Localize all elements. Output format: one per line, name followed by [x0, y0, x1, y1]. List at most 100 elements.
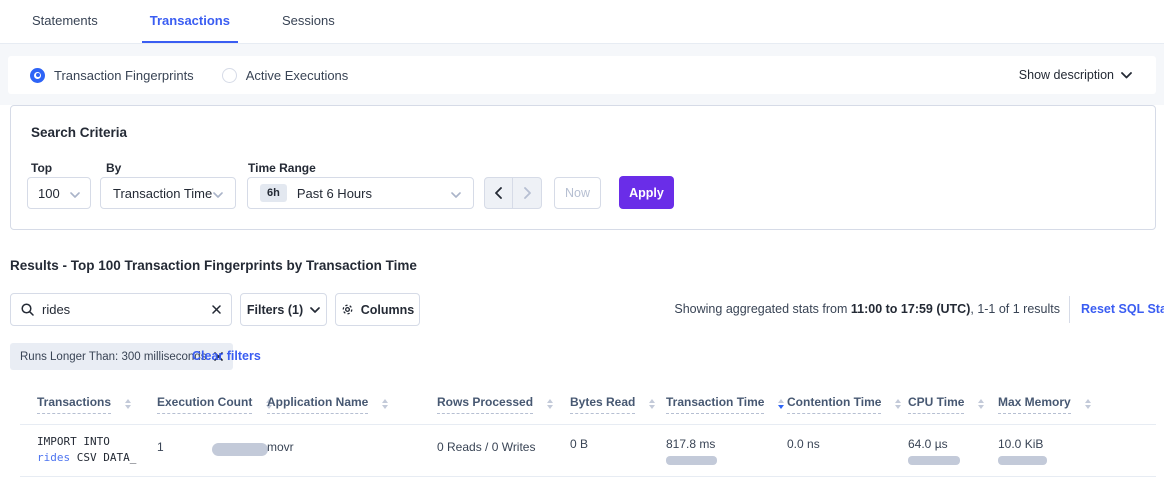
filters-button[interactable]: Filters (1) — [240, 293, 327, 326]
chevron-down-icon — [451, 186, 461, 201]
by-select[interactable]: Transaction Time — [100, 177, 236, 209]
sort-icon[interactable] — [649, 399, 656, 409]
radio-selected-icon — [30, 67, 45, 83]
contention-time-cell: 0.0 ns — [770, 425, 891, 476]
column-label[interactable]: Bytes Read — [570, 395, 636, 414]
column-header-bytes-read: Bytes Read — [553, 385, 656, 424]
bytes-read-cell: 0 B — [553, 425, 649, 476]
column-header-execution-count: Execution Count — [140, 385, 273, 424]
filter-chip-label: Runs Longer Than: 300 milliseconds — [20, 350, 207, 363]
cpu-time-cell: 64.0 µs — [891, 425, 981, 476]
bytes-read-value: 0 B — [570, 437, 589, 451]
cpu-time-bar — [908, 456, 960, 465]
aggregated-stats-text: Showing aggregated stats from 11:00 to 1… — [674, 302, 1060, 316]
rows-processed-value: 0 Reads / 0 Writes — [437, 440, 536, 454]
view-toggle-band: Transaction Fingerprints Active Executio… — [0, 44, 1164, 105]
column-header-rows-processed: Rows Processed — [420, 385, 554, 424]
remove-filter-icon[interactable] — [214, 352, 224, 361]
sort-icon[interactable] — [895, 399, 902, 409]
gear-icon — [342, 304, 353, 315]
clear-search-icon[interactable] — [212, 305, 221, 314]
execution-count-bar — [212, 443, 268, 456]
time-range-select[interactable]: 6h Past 6 Hours — [247, 177, 474, 209]
max-memory-cell: 10.0 KiB — [981, 425, 1136, 476]
stats-time-range: 11:00 to 17:59 (UTC) — [850, 302, 971, 316]
column-label[interactable]: CPU Time — [908, 395, 965, 414]
tab-statements[interactable]: Statements — [32, 13, 98, 28]
chevron-down-icon — [1121, 71, 1132, 78]
transaction-fingerprint-link[interactable]: IMPORT INTO rides CSV DATA_ — [20, 425, 140, 476]
filter-chip: Runs Longer Than: 300 milliseconds — [10, 343, 234, 370]
table-row: IMPORT INTO rides CSV DATA_ 1 movr 0 Rea… — [20, 425, 1156, 477]
sort-icon[interactable] — [382, 399, 389, 409]
column-header-application-name: Application Name — [250, 385, 420, 424]
show-description-label: Show description — [1018, 68, 1114, 82]
column-header-transactions: Transactions — [20, 385, 140, 424]
top-select[interactable]: 100 — [27, 177, 91, 209]
application-name-value: movr — [267, 440, 294, 454]
execution-count-value: 1 — [157, 440, 164, 454]
top-select-value: 100 — [38, 185, 60, 201]
columns-button[interactable]: Columns — [335, 293, 420, 326]
sort-icon[interactable] — [125, 399, 132, 409]
results-search-box — [10, 293, 232, 326]
sort-icon[interactable] — [266, 399, 273, 409]
top-label: Top — [31, 161, 53, 175]
chevron-down-icon — [213, 186, 223, 201]
search-icon — [21, 303, 34, 316]
transaction-time-value: 817.8 ms — [666, 437, 716, 451]
column-label[interactable]: Transaction Time — [666, 395, 765, 414]
search-input[interactable] — [42, 302, 212, 317]
time-range-arrows — [484, 177, 542, 209]
execution-count-cell: 1 — [140, 425, 268, 476]
time-range-value: Past 6 Hours — [296, 185, 372, 201]
column-header-contention-time: Contention Time — [770, 385, 902, 424]
tab-transactions[interactable]: Transactions — [141, 0, 238, 43]
sql-line-2: rides CSV DATA_ — [37, 451, 137, 464]
transaction-time-cell: 817.8 ms — [649, 425, 770, 476]
radio-label: Transaction Fingerprints — [54, 67, 194, 83]
show-description-toggle[interactable]: Show description — [1019, 68, 1132, 82]
time-range-badge: 6h — [260, 184, 287, 202]
chevron-right-icon — [523, 187, 531, 199]
column-label[interactable]: Contention Time — [787, 395, 882, 414]
column-label[interactable]: Execution Count — [157, 395, 253, 414]
time-range-label: Time Range — [248, 161, 316, 175]
radio-transaction-fingerprints[interactable]: Transaction Fingerprints — [30, 67, 194, 83]
application-name-cell: movr — [250, 425, 420, 476]
column-label[interactable]: Max Memory — [998, 395, 1071, 414]
chevron-left-icon — [495, 187, 502, 199]
apply-button[interactable]: Apply — [619, 176, 674, 209]
next-time-range-button[interactable] — [513, 178, 541, 208]
column-label[interactable]: Application Name — [267, 395, 369, 414]
previous-time-range-button[interactable] — [485, 178, 513, 208]
sort-icon[interactable] — [978, 399, 985, 409]
top-tab-bar: Statements Transactions Sessions — [0, 0, 1164, 44]
chevron-down-icon — [70, 186, 80, 201]
reset-sql-stats-link[interactable]: Reset SQL Stats — [1081, 302, 1164, 316]
columns-button-label: Columns — [360, 302, 415, 317]
radio-label: Active Executions — [245, 67, 349, 83]
sort-icon-active-desc[interactable] — [778, 399, 785, 409]
transaction-time-bar — [666, 456, 717, 465]
sort-icon[interactable] — [1084, 399, 1091, 409]
sort-icon[interactable] — [547, 399, 554, 409]
clear-filters-link[interactable]: Clear filters — [192, 349, 261, 363]
column-label[interactable]: Rows Processed — [437, 395, 534, 414]
column-header-transaction-time: Transaction Time — [649, 385, 785, 424]
search-match-highlight: rides — [37, 451, 71, 464]
divider — [1069, 296, 1070, 323]
column-header-max-memory: Max Memory — [981, 385, 1136, 424]
column-label[interactable]: Transactions — [37, 395, 112, 414]
max-memory-value: 10.0 KiB — [998, 437, 1044, 451]
chevron-down-icon — [310, 306, 320, 313]
tab-sessions[interactable]: Sessions — [281, 13, 335, 28]
column-header-cpu-time: CPU Time — [891, 385, 985, 424]
contention-time-value: 0.0 ns — [787, 437, 820, 451]
sql-line-1: IMPORT INTO — [37, 435, 110, 448]
now-button[interactable]: Now — [554, 177, 601, 209]
radio-active-executions[interactable]: Active Executions — [221, 67, 349, 83]
search-criteria-panel: Search Criteria Top 100 By Transaction T… — [10, 105, 1156, 230]
results-table-header: Transactions Execution Count Application… — [20, 385, 1156, 425]
search-criteria-title: Search Criteria — [31, 125, 128, 140]
